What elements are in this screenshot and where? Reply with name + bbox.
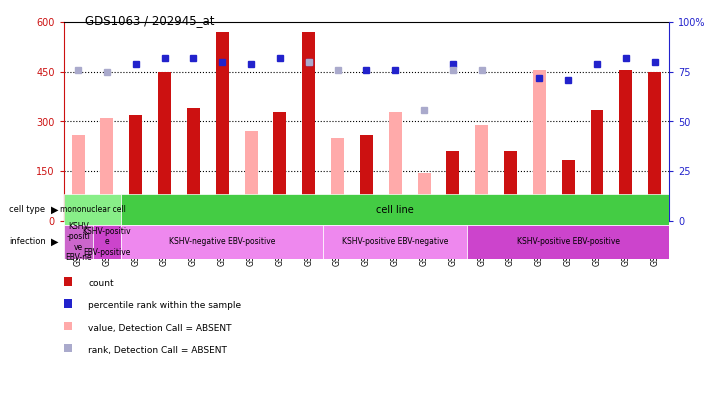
Bar <box>72 135 85 221</box>
Text: count: count <box>88 279 114 288</box>
Text: infection: infection <box>9 237 46 247</box>
Bar <box>648 72 661 221</box>
Bar <box>244 131 258 221</box>
Text: KSHV-positive EBV-positive: KSHV-positive EBV-positive <box>517 237 620 247</box>
Bar <box>64 225 93 259</box>
Bar <box>331 138 344 221</box>
Bar <box>158 72 171 221</box>
Text: cell type: cell type <box>9 205 45 214</box>
Bar <box>101 118 113 221</box>
Bar <box>93 225 121 259</box>
Text: value, Detection Call = ABSENT: value, Detection Call = ABSENT <box>88 324 232 333</box>
Bar <box>121 225 323 259</box>
Text: GDS1063 / 202945_at: GDS1063 / 202945_at <box>85 14 215 27</box>
Bar <box>323 225 467 259</box>
Text: mononuclear cell: mononuclear cell <box>59 205 125 214</box>
Text: ▶: ▶ <box>51 237 59 247</box>
Text: percentile rank within the sample: percentile rank within the sample <box>88 301 241 310</box>
Bar <box>302 32 315 221</box>
Bar <box>475 125 489 221</box>
Bar <box>360 135 373 221</box>
Text: ▶: ▶ <box>51 205 59 215</box>
Text: rank, Detection Call = ABSENT: rank, Detection Call = ABSENT <box>88 346 227 355</box>
Bar <box>590 110 603 221</box>
Text: KSHV-positiv
e
EBV-positive: KSHV-positiv e EBV-positive <box>83 227 131 257</box>
Bar <box>389 111 401 221</box>
Bar <box>504 151 517 221</box>
Bar <box>130 115 142 221</box>
Bar <box>561 160 575 221</box>
Bar <box>467 225 669 259</box>
Text: KSHV
-positi
ve
EBV-ne: KSHV -positi ve EBV-ne <box>65 222 91 262</box>
Bar <box>64 194 121 225</box>
Bar <box>187 108 200 221</box>
Text: cell line: cell line <box>377 205 414 215</box>
Bar <box>216 32 229 221</box>
Bar <box>620 70 632 221</box>
Text: KSHV-positive EBV-negative: KSHV-positive EBV-negative <box>342 237 448 247</box>
Text: KSHV-negative EBV-positive: KSHV-negative EBV-positive <box>169 237 275 247</box>
Bar <box>446 151 459 221</box>
Bar <box>533 70 546 221</box>
Bar <box>418 173 430 221</box>
Bar <box>273 111 287 221</box>
